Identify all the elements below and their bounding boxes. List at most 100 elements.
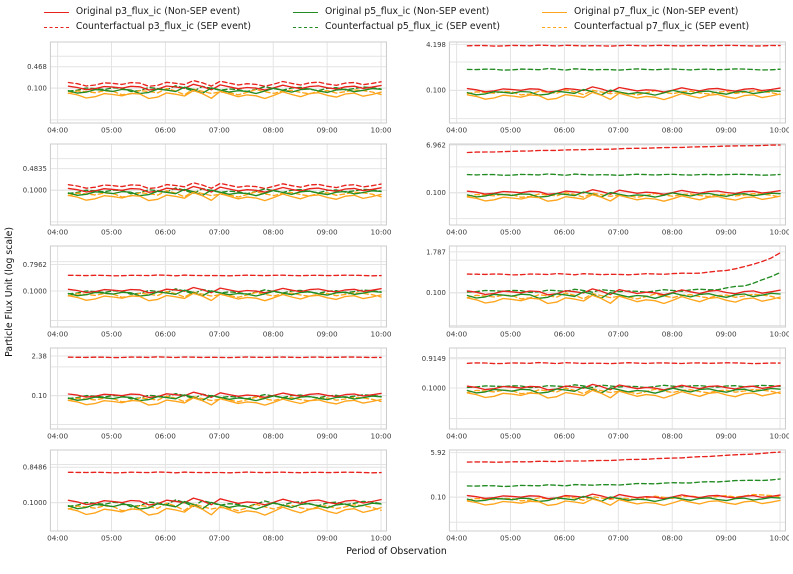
y-tick-label: 4.198 bbox=[426, 41, 446, 49]
subplot-row3-left: 04:00 05:00 06:00 07:00 08:00 09:00 10:00 0.796… bbox=[16, 243, 391, 340]
legend-column: Original p3_flux_ic (Non-SEP event) Count… bbox=[43, 6, 251, 33]
subplot-svg-row4-left: 04:00 05:00 06:00 07:00 08:00 09:00 10:00 2.38 0… bbox=[32, 347, 391, 441]
series-line-original-red bbox=[466, 86, 781, 93]
y-axis-label-wrap: Particle Flux Unit (log scale) bbox=[2, 39, 16, 544]
subplot-svg-row2-right: 04:00 05:00 06:00 07:00 08:00 09:00 10:00 6.962… bbox=[426, 142, 789, 237]
plot-border bbox=[448, 41, 786, 124]
x-tick-label: 09:00 bbox=[715, 228, 736, 237]
x-tick-label: 07:00 bbox=[607, 432, 628, 441]
x-tick-label: 08:00 bbox=[661, 330, 682, 339]
x-tick-label: 09:00 bbox=[715, 534, 736, 543]
series-line-original-green bbox=[67, 86, 382, 95]
legend-line-swatch bbox=[292, 26, 318, 28]
x-tick-label: 10:00 bbox=[371, 432, 391, 441]
x-tick-label: 06:00 bbox=[155, 330, 176, 339]
y-tick-label: 0.100 bbox=[426, 189, 446, 197]
x-tick-label: 10:00 bbox=[769, 330, 789, 339]
legend-line-swatch bbox=[43, 26, 69, 28]
subplot-svg-row4-right: 04:00 05:00 06:00 07:00 08:00 09:00 10:00 0.914… bbox=[421, 347, 789, 441]
subplot-row4-left: 04:00 05:00 06:00 07:00 08:00 09:00 10:00 2.38 0… bbox=[16, 345, 391, 442]
y-tick-label: 0.4835 bbox=[23, 165, 47, 173]
series-line-original-orange bbox=[67, 504, 382, 516]
series-line-counterfactual-red bbox=[466, 144, 781, 154]
y-tick-label: 0.8486 bbox=[23, 464, 47, 472]
x-tick-label: 05:00 bbox=[101, 228, 122, 237]
legend-item: Counterfactual p5_flux_ic (SEP event) bbox=[292, 21, 500, 33]
series-line-original-green bbox=[466, 386, 781, 395]
y-tick-label: 0.1000 bbox=[23, 499, 47, 507]
legend-item: Original p7_flux_ic (Non-SEP event) bbox=[542, 6, 749, 18]
x-tick-label: 08:00 bbox=[661, 534, 682, 543]
series-line-original-red bbox=[466, 383, 781, 391]
y-tick-label: 5.92 bbox=[430, 449, 445, 457]
y-tick-label: 0.7962 bbox=[23, 261, 47, 269]
legend-label: Counterfactual p7_flux_ic (SEP event) bbox=[574, 21, 750, 33]
series-line-original-orange bbox=[67, 292, 382, 302]
x-tick-label: 08:00 bbox=[263, 432, 284, 441]
legend: Original p3_flux_ic (Non-SEP event) Count… bbox=[0, 0, 793, 37]
legend-label: Original p7_flux_ic (Non-SEP event) bbox=[574, 6, 739, 17]
series-line-original-orange bbox=[67, 192, 382, 202]
series-line-original-green bbox=[466, 191, 781, 198]
legend-line-swatch bbox=[43, 11, 69, 13]
series-line-original-orange bbox=[466, 194, 781, 203]
x-tick-label: 10:00 bbox=[769, 126, 789, 135]
series-line-counterfactual-orange bbox=[466, 387, 781, 395]
legend-line-swatch bbox=[542, 26, 568, 28]
subplot-row1-left: 04:00 05:00 06:00 07:00 08:00 09:00 10:00 0.468… bbox=[16, 39, 391, 136]
y-tick-label: 1.787 bbox=[426, 248, 446, 256]
figure: Particle Flux Unit (log scale) 04:00 05:0… bbox=[0, 37, 793, 544]
subplot-svg-row1-left: 04:00 05:00 06:00 07:00 08:00 09:00 10:00 0.468… bbox=[27, 41, 391, 135]
x-tick-label: 08:00 bbox=[263, 330, 284, 339]
series-line-original-red bbox=[466, 288, 781, 296]
y-axis-label: Particle Flux Unit (log scale) bbox=[3, 226, 15, 357]
plot-border bbox=[49, 41, 387, 124]
series-line-original-red bbox=[466, 493, 781, 500]
x-tick-label: 09:00 bbox=[317, 228, 338, 237]
x-tick-label: 05:00 bbox=[500, 432, 521, 441]
x-tick-label: 10:00 bbox=[769, 228, 789, 237]
legend-item: Counterfactual p7_flux_ic (SEP event) bbox=[542, 21, 749, 33]
y-tick-label: 0.100 bbox=[27, 85, 47, 93]
y-tick-label: 0.1000 bbox=[23, 288, 47, 296]
subplot-row3-right: 04:00 05:00 06:00 07:00 08:00 09:00 10:00 1.787… bbox=[415, 243, 789, 340]
series-line-counterfactual-orange bbox=[466, 494, 781, 502]
legend-item: Counterfactual p3_flux_ic (SEP event) bbox=[43, 21, 251, 33]
subplot-svg-row3-right: 04:00 05:00 06:00 07:00 08:00 09:00 10:00 1.787… bbox=[426, 245, 789, 339]
x-tick-label: 04:00 bbox=[47, 534, 68, 543]
x-tick-label: 05:00 bbox=[500, 330, 521, 339]
subplot-grid: 04:00 05:00 06:00 07:00 08:00 09:00 10:00 0.468… bbox=[16, 39, 789, 544]
series-line-original-green bbox=[67, 394, 382, 402]
x-tick-label: 07:00 bbox=[209, 330, 230, 339]
series-line-counterfactual-red bbox=[466, 362, 781, 365]
series-line-counterfactual-green bbox=[466, 173, 781, 177]
series-line-counterfactual-green bbox=[466, 272, 781, 294]
subplot-row1-right: 04:00 05:00 06:00 07:00 08:00 09:00 10:00 4.198… bbox=[415, 39, 789, 136]
series-line-original-green bbox=[466, 495, 781, 503]
series-line-original-red bbox=[67, 286, 382, 294]
x-tick-label: 06:00 bbox=[553, 330, 574, 339]
x-tick-label: 08:00 bbox=[263, 534, 284, 543]
series-line-original-red bbox=[67, 497, 382, 506]
series-line-original-green bbox=[67, 188, 382, 197]
x-tick-label: 08:00 bbox=[661, 126, 682, 135]
series-line-counterfactual-green bbox=[466, 68, 781, 71]
series-line-counterfactual-green bbox=[466, 478, 781, 488]
x-tick-label: 10:00 bbox=[769, 534, 789, 543]
plot-border bbox=[448, 245, 786, 328]
legend-label: Counterfactual p3_flux_ic (SEP event) bbox=[75, 21, 251, 33]
x-tick-label: 08:00 bbox=[661, 228, 682, 237]
series-line-original-orange bbox=[466, 294, 781, 305]
y-tick-label: 6.962 bbox=[426, 142, 446, 150]
x-tick-label: 07:00 bbox=[607, 534, 628, 543]
subplot-svg-row3-left: 04:00 05:00 06:00 07:00 08:00 09:00 10:00 0.796… bbox=[23, 245, 391, 339]
subplot-svg-row1-right: 04:00 05:00 06:00 07:00 08:00 09:00 10:00 4.198… bbox=[426, 41, 789, 135]
y-tick-label: 0.100 bbox=[426, 87, 446, 95]
series-line-counterfactual-red bbox=[67, 274, 382, 277]
y-tick-label: 0.10 bbox=[430, 494, 445, 502]
subplot-row2-left: 04:00 05:00 06:00 07:00 08:00 09:00 10:00 0.483… bbox=[16, 141, 391, 238]
x-tick-label: 06:00 bbox=[553, 534, 574, 543]
x-tick-label: 04:00 bbox=[47, 432, 68, 441]
x-tick-label: 06:00 bbox=[155, 126, 176, 135]
x-tick-label: 05:00 bbox=[101, 534, 122, 543]
